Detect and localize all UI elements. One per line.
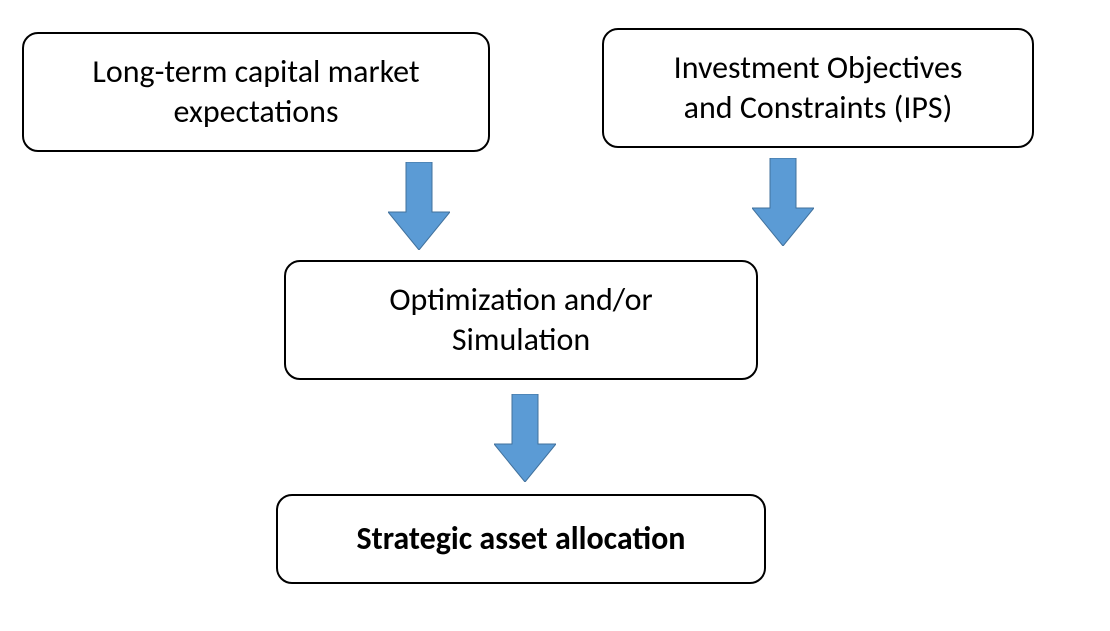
node-strategic: Strategic asset allocation <box>276 494 766 584</box>
node-strategic-label: Strategic asset allocation <box>357 519 686 559</box>
down-arrow-icon <box>752 158 814 246</box>
down-arrow-icon <box>494 394 556 482</box>
node-investment-objectives: Investment Objectivesand Constraints (IP… <box>602 28 1034 148</box>
node-capital-market-label: Long-term capital marketexpectations <box>92 52 419 132</box>
down-arrow-icon <box>388 162 450 250</box>
node-optimization-label: Optimization and/orSimulation <box>389 280 652 360</box>
node-capital-market: Long-term capital marketexpectations <box>22 32 490 152</box>
node-optimization: Optimization and/orSimulation <box>284 260 758 380</box>
node-investment-objectives-label: Investment Objectivesand Constraints (IP… <box>674 48 963 128</box>
